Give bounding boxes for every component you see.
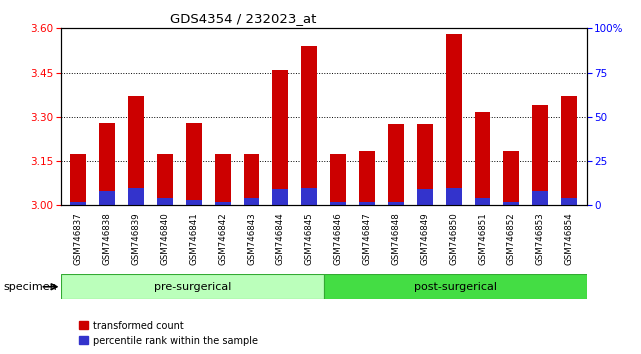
Bar — [99, 191, 115, 205]
Text: GSM746851: GSM746851 — [478, 212, 487, 265]
Bar — [359, 202, 375, 205]
Bar — [474, 198, 490, 205]
Bar — [359, 151, 375, 205]
Text: GDS4354 / 232023_at: GDS4354 / 232023_at — [171, 12, 317, 25]
Bar — [330, 202, 346, 205]
Bar — [417, 124, 433, 205]
Text: GSM746853: GSM746853 — [536, 212, 545, 265]
Text: GSM746841: GSM746841 — [189, 212, 198, 265]
Bar — [388, 202, 404, 205]
Bar — [503, 151, 519, 205]
Text: GSM746850: GSM746850 — [449, 212, 458, 265]
Bar — [186, 200, 202, 205]
Text: GSM746847: GSM746847 — [363, 212, 372, 265]
Bar — [503, 202, 519, 205]
Bar — [244, 198, 260, 205]
Text: GSM746848: GSM746848 — [392, 212, 401, 265]
Bar — [330, 154, 346, 205]
Bar — [157, 198, 173, 205]
Bar — [388, 124, 404, 205]
Bar — [71, 202, 86, 205]
Text: GSM746837: GSM746837 — [74, 212, 83, 265]
Text: GSM746846: GSM746846 — [334, 212, 343, 265]
Bar — [417, 189, 433, 205]
Bar — [533, 191, 548, 205]
Bar — [445, 188, 462, 205]
Legend: transformed count, percentile rank within the sample: transformed count, percentile rank withi… — [79, 321, 258, 346]
Bar — [272, 70, 288, 205]
Bar — [272, 189, 288, 205]
FancyBboxPatch shape — [324, 274, 587, 299]
Bar — [128, 188, 144, 205]
Bar — [128, 96, 144, 205]
Bar — [215, 202, 231, 205]
Bar — [215, 154, 231, 205]
Bar — [562, 96, 577, 205]
Text: GSM746854: GSM746854 — [565, 212, 574, 265]
Text: GSM746842: GSM746842 — [218, 212, 227, 265]
Bar — [301, 188, 317, 205]
Text: post-surgerical: post-surgerical — [413, 282, 497, 292]
Bar — [445, 34, 462, 205]
Bar — [474, 113, 490, 205]
Bar — [71, 154, 86, 205]
Bar — [244, 154, 260, 205]
Bar — [301, 46, 317, 205]
Text: GSM746849: GSM746849 — [420, 212, 429, 265]
Text: pre-surgerical: pre-surgerical — [154, 282, 231, 292]
Text: GSM746840: GSM746840 — [160, 212, 169, 265]
Text: GSM746844: GSM746844 — [276, 212, 285, 265]
Bar — [562, 198, 577, 205]
Bar — [533, 105, 548, 205]
Text: GSM746843: GSM746843 — [247, 212, 256, 265]
Text: GSM746838: GSM746838 — [103, 212, 112, 265]
Text: GSM746852: GSM746852 — [507, 212, 516, 265]
FancyBboxPatch shape — [61, 274, 324, 299]
Bar — [99, 123, 115, 205]
Bar — [186, 123, 202, 205]
Text: GSM746845: GSM746845 — [304, 212, 313, 265]
Bar — [157, 154, 173, 205]
Text: GSM746839: GSM746839 — [131, 212, 140, 265]
Text: specimen: specimen — [3, 282, 57, 292]
